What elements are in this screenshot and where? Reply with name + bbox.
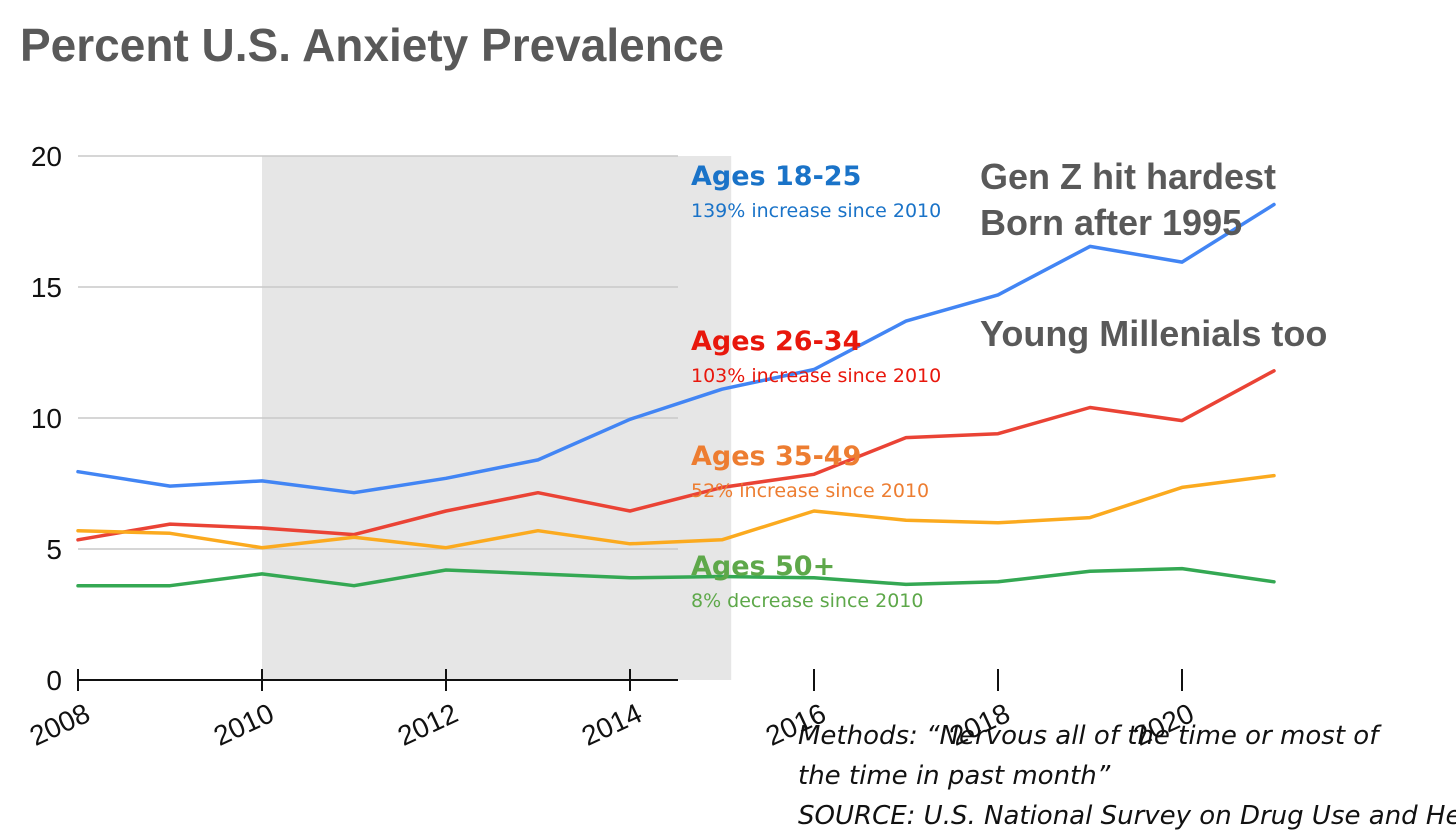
series-change: 52% increase since 2010: [691, 480, 930, 502]
methods-line-2: the time in past month”: [798, 761, 1111, 791]
y-tick-label: 0: [46, 665, 62, 696]
series-label-ages-35-49: Ages 35-49 52% increase since 2010: [691, 440, 929, 508]
series-name: Ages 35-49: [691, 441, 862, 472]
source-line: SOURCE: U.S. National Survey on Drug Use…: [798, 801, 1456, 831]
y-tick-label: 10: [31, 403, 62, 434]
x-tick-label: 2008: [25, 697, 95, 751]
y-tick-label: 20: [31, 141, 62, 172]
x-tick-label: 2012: [393, 697, 463, 751]
callout-gen-z: Gen Z hit hardest: [980, 156, 1277, 197]
series-label-ages-18-25: Ages 18-25 139% increase since 2010: [691, 160, 941, 228]
series-line-ages-18-25: [76, 202, 1276, 495]
series-name: Ages 18-25: [691, 161, 862, 192]
methods-line-1: Methods: “Nervous all of the time or mos…: [798, 721, 1379, 751]
series-change: 103% increase since 2010: [691, 365, 942, 387]
series-change: 139% increase since 2010: [691, 200, 942, 222]
x-tick-label: 2010: [209, 697, 279, 751]
x-tick-label: 2014: [577, 697, 647, 751]
series-change: 8% decrease since 2010: [691, 590, 924, 612]
series-name: Ages 50+: [691, 551, 836, 582]
series-line-ages-26-34: [76, 369, 1276, 542]
series-label-ages-26-34: Ages 26-34 103% increase since 2010: [691, 325, 941, 393]
series-line-ages-35-49: [76, 473, 1276, 550]
methods-note: Methods: “Nervous all of the time or mos…: [798, 716, 1456, 836]
series-label-ages-50-plus: Ages 50+ 8% decrease since 2010: [691, 550, 923, 618]
callout-young-millenials: Young Millenials too: [980, 313, 1328, 354]
series-name: Ages 26-34: [691, 326, 862, 357]
y-tick-label: 5: [46, 534, 62, 565]
y-tick-label: 15: [31, 272, 62, 303]
series-line-ages-50-plus: [76, 566, 1276, 588]
callout-born-after: Born after 1995: [980, 202, 1243, 243]
chart-title: Percent U.S. Anxiety Prevalence: [20, 19, 724, 71]
